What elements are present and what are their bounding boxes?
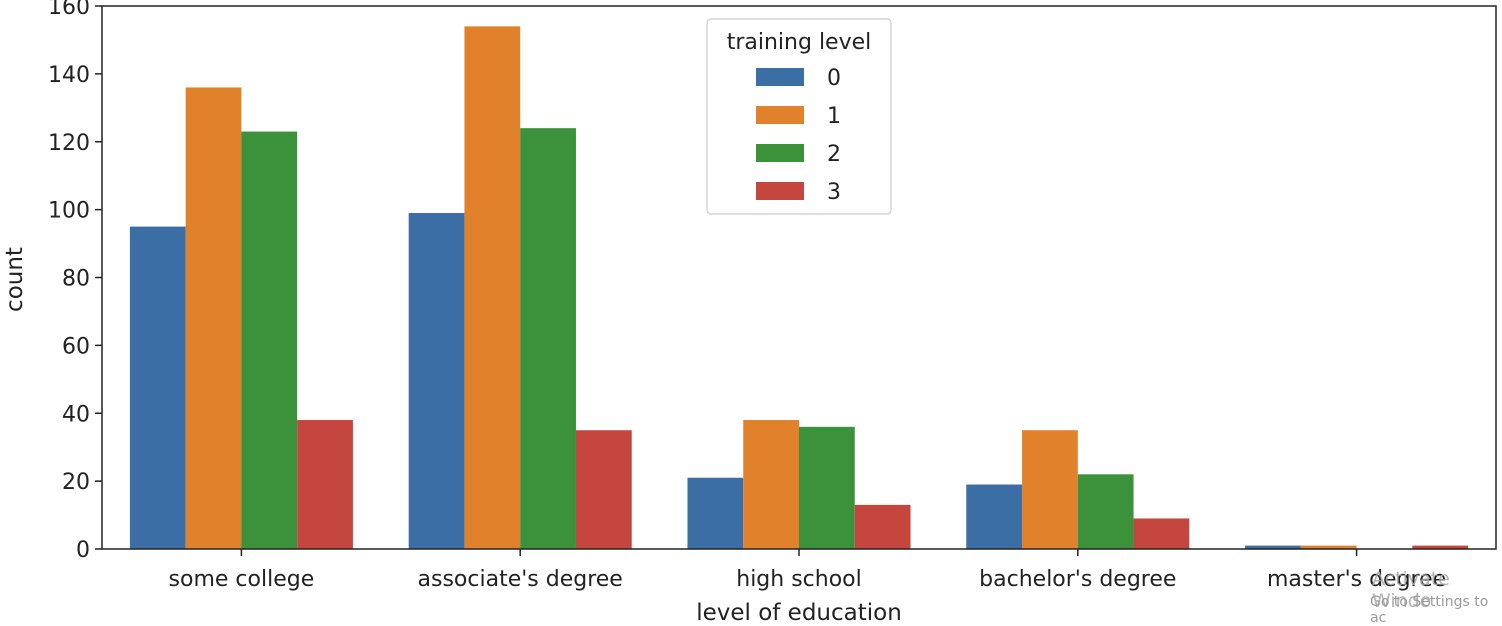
bar-0-series-1 xyxy=(185,87,242,549)
y-tick-label: 120 xyxy=(48,131,90,156)
legend-label-3: 3 xyxy=(827,180,841,205)
y-tick-label: 140 xyxy=(48,63,90,88)
bars-group xyxy=(129,26,1469,550)
bar-1-series-2 xyxy=(520,128,576,550)
bar-0-series-2 xyxy=(241,131,298,549)
legend-swatch-3 xyxy=(756,182,804,200)
legend-swatch-1 xyxy=(756,106,804,124)
x-axis-label: level of education xyxy=(696,600,902,626)
bar-0-series-3 xyxy=(297,420,353,549)
y-axis-label: count xyxy=(2,247,28,312)
legend-label-2: 2 xyxy=(827,142,841,167)
y-tick-label: 160 xyxy=(48,0,90,20)
legend-items: 0 1 2 3 xyxy=(756,66,841,205)
bar-4-series-0 xyxy=(1245,545,1301,549)
activation-watermark-subtitle: Go to Settings to ac xyxy=(1370,594,1489,626)
y-tick-label: 80 xyxy=(62,267,90,292)
bar-4-series-3 xyxy=(1412,545,1469,549)
y-tick-label: 100 xyxy=(48,199,90,224)
legend-label-0: 0 xyxy=(827,66,841,91)
legend: training level 0 1 2 3 xyxy=(706,18,892,215)
bar-1-series-3 xyxy=(575,430,632,549)
bar-3-series-2 xyxy=(1077,474,1134,549)
legend-swatch-0 xyxy=(756,68,804,86)
y-tick-label: 60 xyxy=(62,334,90,359)
legend-label-1: 1 xyxy=(827,104,841,129)
x-tick-label: associate's degree xyxy=(418,567,623,592)
bar-3-series-1 xyxy=(1022,430,1078,549)
x-tick-label: some college xyxy=(169,567,315,592)
bar-2-series-2 xyxy=(799,426,855,549)
bar-2-series-3 xyxy=(854,504,911,549)
bar-1-series-1 xyxy=(464,26,521,550)
bar-2-series-0 xyxy=(687,477,744,549)
bar-2-series-1 xyxy=(743,420,799,549)
legend-title: training level xyxy=(727,30,872,55)
bar-3-series-3 xyxy=(1133,518,1190,549)
bar-4-series-1 xyxy=(1300,545,1357,549)
y-tick-label: 20 xyxy=(62,470,90,495)
bar-1-series-0 xyxy=(408,213,465,550)
x-axis: some college associate's degree high schoo… xyxy=(169,549,1446,592)
x-tick-label: bachelor's degree xyxy=(979,567,1176,592)
x-tick-label: high school xyxy=(736,567,862,592)
y-tick-label: 40 xyxy=(62,402,90,427)
y-tick-label: 0 xyxy=(76,538,90,563)
bar-3-series-0 xyxy=(966,484,1023,549)
y-axis: 0 20 40 60 80 100 120 140 160 xyxy=(48,0,102,563)
x-tick-label: master's degree xyxy=(1267,567,1446,592)
bar-0-series-0 xyxy=(129,226,186,549)
legend-swatch-2 xyxy=(756,144,804,162)
activation-watermark-title: Activate Windo xyxy=(1372,568,1450,612)
